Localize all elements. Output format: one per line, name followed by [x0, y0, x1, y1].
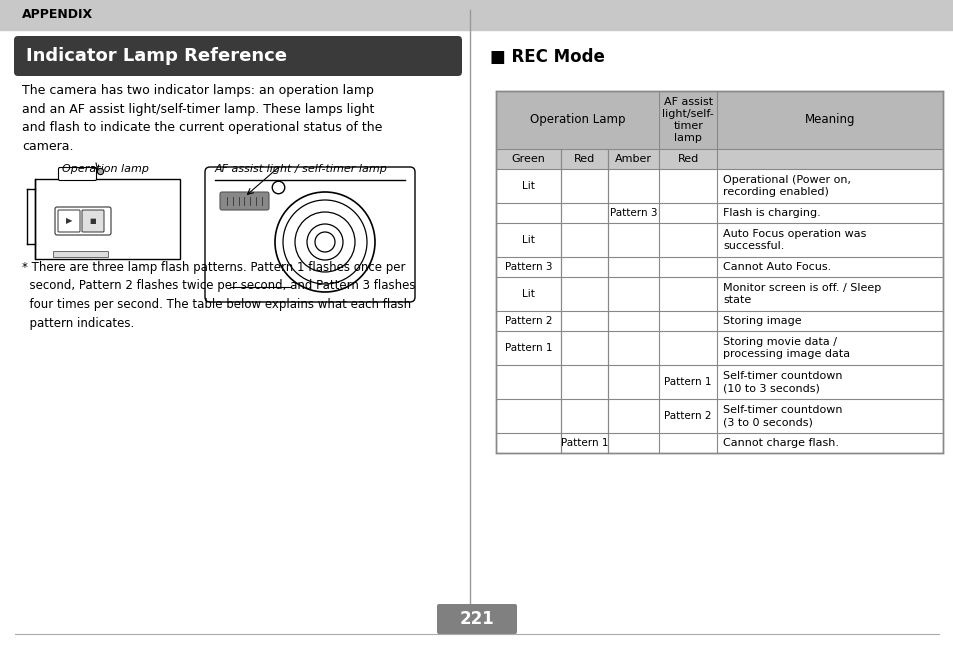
Bar: [53, 251, 108, 257]
FancyBboxPatch shape: [58, 167, 96, 180]
Text: Operational (Power on,
recording enabled): Operational (Power on, recording enabled…: [722, 175, 850, 197]
Circle shape: [307, 224, 343, 260]
Text: Flash is charging.: Flash is charging.: [722, 208, 821, 218]
Text: ■ REC Mode: ■ REC Mode: [490, 48, 604, 66]
Text: AF assist
light/self-
timer
lamp: AF assist light/self- timer lamp: [661, 97, 714, 143]
Text: Indicator Lamp Reference: Indicator Lamp Reference: [26, 47, 287, 65]
FancyBboxPatch shape: [220, 192, 269, 210]
Text: Self-timer countdown
(3 to 0 seconds): Self-timer countdown (3 to 0 seconds): [722, 405, 841, 427]
FancyBboxPatch shape: [205, 167, 415, 302]
FancyBboxPatch shape: [82, 210, 104, 232]
Circle shape: [274, 192, 375, 292]
Text: Lit: Lit: [521, 181, 535, 191]
Text: Meaning: Meaning: [804, 114, 855, 127]
Circle shape: [283, 200, 367, 284]
Text: ■: ■: [90, 218, 96, 224]
FancyBboxPatch shape: [436, 604, 517, 634]
Text: Operation Lamp: Operation Lamp: [529, 114, 624, 127]
Text: Auto Focus operation was
successful.: Auto Focus operation was successful.: [722, 229, 865, 251]
Text: 221: 221: [459, 610, 494, 628]
Text: Operation lamp: Operation lamp: [62, 164, 149, 174]
Text: Green: Green: [511, 154, 545, 164]
Text: Pattern 3: Pattern 3: [609, 208, 657, 218]
Text: Cannot charge flash.: Cannot charge flash.: [722, 438, 839, 448]
Circle shape: [294, 212, 355, 272]
Bar: [0, 0, 953, 30]
Bar: [35, 179, 180, 259]
Text: Pattern 2: Pattern 2: [663, 411, 711, 421]
Text: Storing image: Storing image: [722, 316, 801, 326]
Text: The camera has two indicator lamps: an operation lamp
and an AF assist light/sel: The camera has two indicator lamps: an o…: [22, 84, 382, 152]
Text: Monitor screen is off. / Sleep
state: Monitor screen is off. / Sleep state: [722, 283, 881, 305]
Text: ▶: ▶: [66, 216, 72, 225]
Text: Pattern 1: Pattern 1: [504, 343, 552, 353]
Bar: [496, 91, 942, 149]
Text: * There are three lamp flash patterns. Pattern 1 flashes once per
  second, Patt: * There are three lamp flash patterns. P…: [22, 261, 416, 329]
Text: Self-timer countdown
(10 to 3 seconds): Self-timer countdown (10 to 3 seconds): [722, 371, 841, 393]
Circle shape: [314, 232, 335, 252]
Bar: [496, 91, 942, 453]
Text: Pattern 1: Pattern 1: [560, 438, 607, 448]
Text: Lit: Lit: [521, 235, 535, 245]
FancyBboxPatch shape: [58, 210, 80, 232]
Bar: [496, 91, 659, 149]
Text: APPENDIX: APPENDIX: [22, 8, 93, 21]
Text: Pattern 3: Pattern 3: [504, 262, 552, 272]
FancyBboxPatch shape: [14, 36, 461, 76]
Text: AF assist light / self-timer lamp: AF assist light / self-timer lamp: [214, 164, 388, 174]
Text: Red: Red: [677, 154, 699, 164]
Text: Pattern 2: Pattern 2: [504, 316, 552, 326]
Bar: [496, 149, 942, 169]
Text: Cannot Auto Focus.: Cannot Auto Focus.: [722, 262, 831, 272]
Text: Amber: Amber: [615, 154, 651, 164]
FancyBboxPatch shape: [55, 207, 111, 235]
Text: Storing movie data /
processing image data: Storing movie data / processing image da…: [722, 337, 849, 359]
Text: Red: Red: [573, 154, 595, 164]
Text: Pattern 1: Pattern 1: [663, 377, 711, 387]
Text: Lit: Lit: [521, 289, 535, 299]
